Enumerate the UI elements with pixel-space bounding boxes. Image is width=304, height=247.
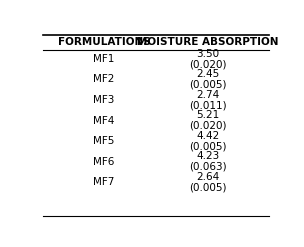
- Text: (0.005): (0.005): [189, 182, 226, 192]
- Text: MF6: MF6: [93, 157, 115, 167]
- Text: 2.74: 2.74: [196, 90, 219, 100]
- Text: (0.005): (0.005): [189, 80, 226, 90]
- Text: MF2: MF2: [93, 74, 115, 84]
- Text: (0.063): (0.063): [189, 162, 226, 172]
- Text: MOISTURE ABSORPTION: MOISTURE ABSORPTION: [137, 37, 278, 47]
- Text: (0.005): (0.005): [189, 141, 226, 151]
- Text: (0.020): (0.020): [189, 59, 226, 69]
- Text: MF3: MF3: [93, 95, 115, 105]
- Text: MF7: MF7: [93, 177, 115, 187]
- Text: (0.020): (0.020): [189, 121, 226, 131]
- Text: 2.64: 2.64: [196, 172, 219, 182]
- Text: FORMULATIONS: FORMULATIONS: [57, 37, 150, 47]
- Text: MF1: MF1: [93, 54, 115, 64]
- Text: 5.21: 5.21: [196, 110, 219, 121]
- Text: MF4: MF4: [93, 116, 115, 125]
- Text: 4.42: 4.42: [196, 131, 219, 141]
- Text: 3.50: 3.50: [196, 49, 219, 59]
- Text: MF5: MF5: [93, 136, 115, 146]
- Text: 2.45: 2.45: [196, 69, 219, 79]
- Text: (0.011): (0.011): [189, 100, 226, 110]
- Text: 4.23: 4.23: [196, 151, 219, 162]
